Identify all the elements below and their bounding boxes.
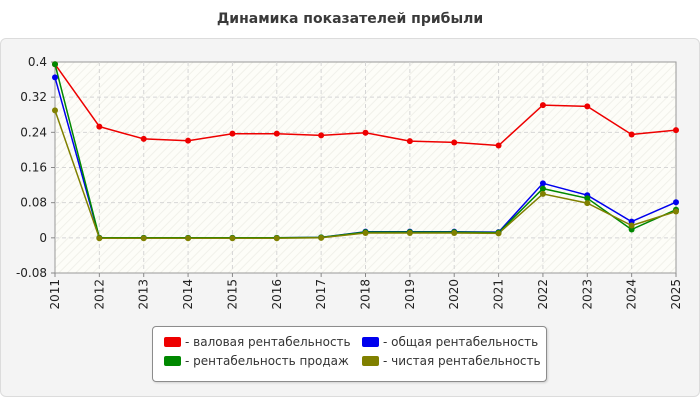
data-point <box>229 130 236 137</box>
data-point <box>584 200 591 207</box>
data-point <box>52 107 58 114</box>
data-point <box>52 74 58 81</box>
x-tick-label: 2019 <box>403 279 417 310</box>
legend-swatch <box>164 356 181 366</box>
data-point <box>406 229 413 236</box>
data-point <box>584 103 591 110</box>
data-point <box>229 235 236 242</box>
data-point <box>539 190 546 197</box>
legend-label: - общая рентабельность <box>383 335 539 349</box>
data-point <box>451 139 458 146</box>
x-tick-label: 2020 <box>447 279 461 310</box>
legend-swatch <box>362 356 379 366</box>
x-tick-label: 2012 <box>92 279 106 310</box>
data-point <box>273 235 280 242</box>
y-tick-label: 0.16 <box>20 161 47 175</box>
data-point <box>673 127 679 134</box>
x-tick-label: 2023 <box>580 279 594 310</box>
x-tick-label: 2024 <box>625 279 639 310</box>
data-point <box>628 131 635 138</box>
data-point <box>451 229 458 236</box>
legend-item-net: - чистая рентабельность <box>362 354 541 368</box>
y-tick-label: -0.08 <box>16 266 47 280</box>
data-point <box>539 185 546 192</box>
data-point <box>495 142 502 149</box>
data-point <box>185 235 192 242</box>
x-tick-label: 2022 <box>536 279 550 310</box>
data-point <box>539 102 546 109</box>
data-point <box>362 229 369 236</box>
x-tick-label: 2018 <box>359 279 373 310</box>
data-point <box>584 195 591 202</box>
data-point <box>673 208 679 215</box>
data-point <box>318 132 325 139</box>
x-tick-label: 2011 <box>48 279 62 310</box>
x-axis: 2011 2012 2013 2014 2015 2016 2017 2018 2019 2020… <box>48 273 683 310</box>
data-point <box>318 234 325 241</box>
legend: - валовая рентабельность - общая рентабе… <box>152 326 547 382</box>
data-point <box>96 123 103 130</box>
y-tick-label: 0.32 <box>20 90 47 104</box>
data-point <box>539 180 546 187</box>
data-point <box>140 235 147 242</box>
data-point <box>406 138 413 145</box>
chart-title: Динамика показателей прибыли <box>216 11 484 27</box>
series-group <box>52 61 679 242</box>
y-axis: 0.4 0.32 0.24 0.16 0.08 0 -0.08 <box>16 55 55 280</box>
data-point <box>96 235 103 242</box>
y-tick-label: 0.24 <box>20 125 47 139</box>
x-tick-label: 2013 <box>137 279 151 310</box>
legend-item-sales: - рентабельность продаж <box>164 354 349 368</box>
data-point <box>673 199 679 206</box>
data-point <box>140 135 147 142</box>
y-tick-label: 0.08 <box>20 196 47 210</box>
legend-label: - рентабельность продаж <box>185 354 349 368</box>
data-point <box>273 130 280 137</box>
data-point <box>495 230 502 237</box>
legend-label: - валовая рентабельность <box>185 335 351 349</box>
x-tick-label: 2016 <box>270 279 284 310</box>
x-tick-label: 2017 <box>314 279 328 310</box>
x-tick-label: 2025 <box>669 279 683 310</box>
data-point <box>52 61 58 68</box>
legend-item-total: - общая рентабельность <box>362 335 538 349</box>
x-tick-label: 2014 <box>181 279 195 310</box>
data-point <box>628 222 635 229</box>
x-tick-label: 2015 <box>225 279 239 310</box>
legend-label: - чистая рентабельность <box>383 354 541 368</box>
y-tick-label: 0.4 <box>28 55 47 69</box>
x-tick-label: 2021 <box>492 279 506 310</box>
data-point <box>362 129 369 136</box>
y-tick-label: 0 <box>39 231 47 245</box>
legend-item-gross: - валовая рентабельность <box>164 335 351 349</box>
legend-swatch <box>362 337 379 347</box>
data-point <box>185 137 192 144</box>
legend-swatch <box>164 337 181 347</box>
